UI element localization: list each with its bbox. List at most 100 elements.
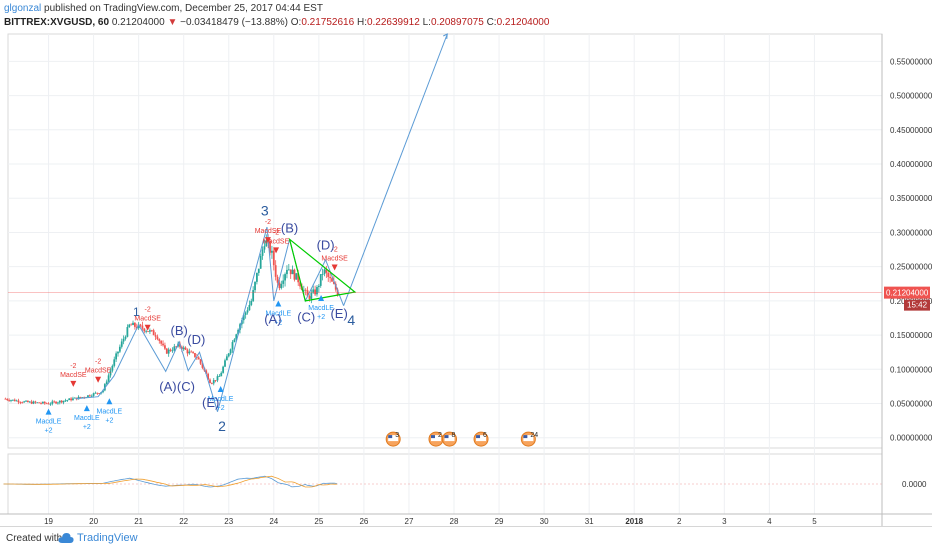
candle-body [212, 380, 215, 384]
sell-label: MacdSE [263, 238, 290, 245]
wave-label: (B) [171, 323, 188, 338]
candle-body [169, 349, 172, 351]
sell-arrow-icon [331, 264, 338, 271]
price-change: −0.03418479 (−13.88%) [180, 17, 288, 28]
candle-body [173, 346, 176, 351]
wave-line-impulse-1 [75, 324, 140, 400]
close-label: C: [486, 17, 497, 28]
candle-body [38, 402, 41, 404]
footer: Created with TradingView [0, 526, 932, 551]
wave-label: (C) [177, 379, 195, 394]
candle-body [252, 290, 255, 301]
created-with-text: Created with [6, 533, 63, 544]
author-link[interactable]: glgonzal [4, 3, 42, 14]
candle-body [332, 281, 335, 284]
candle-body [205, 370, 208, 374]
wave-label: (A) [264, 311, 281, 326]
candle-body [130, 324, 133, 326]
candle-body [30, 401, 33, 404]
x-tick-label: 2 [677, 517, 682, 526]
buy-arrow-icon [83, 405, 90, 412]
tradingview-logo[interactable]: TradingView [58, 530, 138, 546]
candle-body [55, 401, 57, 404]
wave-label: (C) [297, 309, 315, 324]
last-price: 0.21204000 [111, 17, 165, 28]
candle-body [297, 273, 300, 283]
candle-body [278, 282, 281, 289]
wave-label: (D) [317, 238, 335, 253]
candle-body [235, 334, 238, 340]
candle-body [284, 274, 286, 281]
candle-body [96, 392, 99, 394]
buy-count: +2 [83, 424, 91, 431]
candle-body [242, 314, 245, 321]
buy-count: +2 [217, 405, 225, 412]
candle-body [25, 400, 27, 402]
event-flag-canton [388, 435, 393, 439]
candle-body [137, 324, 140, 329]
x-tick-label: 28 [450, 517, 459, 526]
candle-body [139, 324, 142, 326]
candle-body [10, 400, 12, 401]
candle-body [244, 312, 247, 315]
candle-body [152, 330, 155, 336]
candle-body [53, 401, 56, 403]
candle-body [182, 347, 185, 350]
event-flag-canton [523, 435, 528, 439]
candle-body [250, 300, 253, 305]
tradingview-brand: TradingView [77, 532, 138, 544]
candle-body [132, 322, 134, 326]
candle-body [321, 274, 324, 275]
candle-body [314, 289, 317, 295]
buy-label: MacdLE [265, 310, 291, 317]
y-tick-label: 0.40000000 [890, 160, 932, 169]
candle-body [17, 400, 20, 403]
candle-body [265, 240, 268, 247]
y-tick-label: 0.55000000 [890, 57, 932, 66]
candle-body [282, 280, 285, 284]
buy-label: MacdLE [97, 408, 123, 415]
candle-body [184, 347, 187, 350]
price-tag-label: 0.21204000 [886, 289, 929, 298]
price-chart[interactable]: -2MacdSE-2MacdSE-2MacdSE-2MacdSE-2MacdSE… [0, 30, 932, 526]
candle-body [45, 403, 48, 405]
candle-body [201, 363, 204, 368]
candle-body [256, 272, 258, 282]
x-tick-label: 21 [134, 517, 143, 526]
candle-body [81, 397, 84, 398]
buy-arrow-icon [45, 408, 52, 415]
candle-body [51, 401, 54, 404]
candle-body [306, 290, 309, 297]
candle-body [218, 376, 221, 377]
candle-body [66, 400, 69, 401]
wave-label: 3 [261, 202, 269, 218]
event-flag-canton [476, 435, 481, 439]
x-tick-label: 5 [812, 517, 817, 526]
sell-arrow-icon [273, 247, 280, 254]
candle-body [8, 400, 11, 401]
strategy-signals: -2MacdSE-2MacdSE-2MacdSE-2MacdSE-2MacdSE… [36, 219, 348, 434]
wave-labels: 1 2 3 4 (A) (B) (C) (D) (E) (A) (B) (C) (D) (E) [133, 202, 355, 434]
candle-body [323, 269, 326, 275]
candle-body [224, 360, 226, 367]
candle-body [68, 398, 71, 401]
contracting-triangle [288, 237, 357, 302]
sell-arrow-icon [95, 376, 102, 383]
candle-body [329, 276, 332, 279]
x-tick-label: 31 [585, 517, 594, 526]
buy-arrow-icon [106, 398, 113, 405]
candle-body [126, 327, 129, 337]
event-flag-inner [523, 435, 534, 442]
sell-count: -2 [145, 307, 151, 314]
candle-body [58, 400, 61, 403]
wave-label: 2 [218, 418, 226, 434]
buy-label: MacdLE [308, 305, 334, 312]
candle-body [141, 325, 144, 329]
candle-body [286, 269, 288, 275]
candle-body [92, 393, 95, 396]
candle-body [36, 402, 39, 404]
buy-arrow-icon [217, 385, 224, 392]
sell-label: MacdSE [255, 228, 282, 235]
sell-arrow-icon [144, 324, 151, 331]
candle-body [102, 390, 104, 393]
